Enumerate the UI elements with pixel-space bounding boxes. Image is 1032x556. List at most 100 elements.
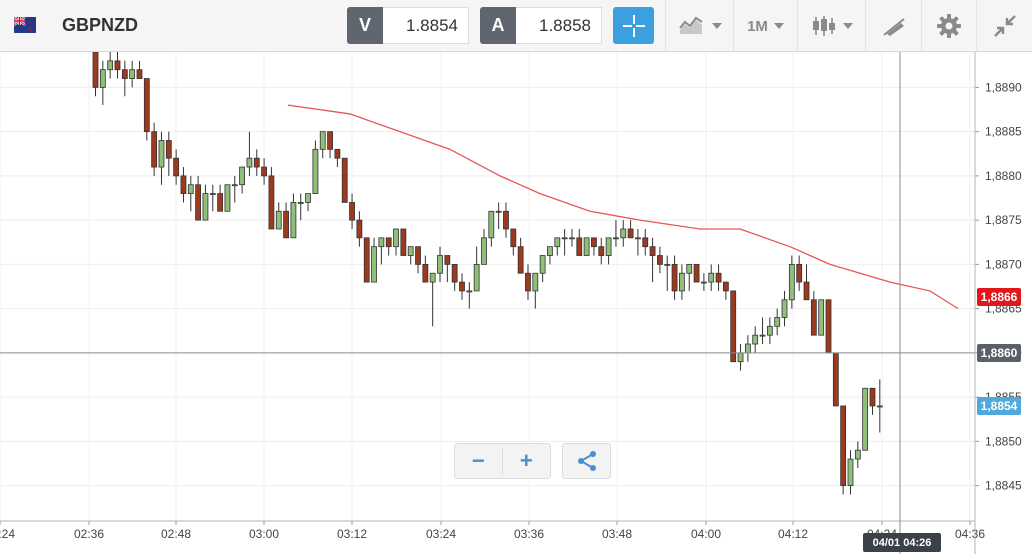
settings-button[interactable]	[921, 0, 976, 52]
candle-down	[173, 157, 180, 177]
candle-down	[143, 78, 150, 133]
candle-up	[158, 140, 165, 168]
bid-price-button[interactable]: V 1.8854	[347, 7, 469, 44]
candle-down	[517, 246, 524, 274]
candle-up	[737, 352, 744, 363]
candle-up	[620, 228, 627, 239]
instrument-symbol[interactable]: GBPNZD	[62, 15, 138, 35]
candle-up	[862, 387, 869, 451]
drawing-tools-button[interactable]	[865, 0, 921, 52]
candle-down	[422, 263, 429, 283]
candle-down	[810, 299, 817, 336]
candle-down	[840, 405, 847, 487]
y-tick-label: 1,8880	[985, 169, 1022, 183]
candle-down	[627, 228, 634, 239]
ask-label: A	[480, 7, 516, 44]
candle-down	[510, 228, 517, 248]
candle-down	[649, 246, 656, 256]
chevron-down-icon	[711, 23, 722, 29]
candle-up	[561, 237, 568, 240]
ask-price-button[interactable]: A 1.8858	[480, 7, 602, 44]
candle-up	[847, 458, 854, 487]
zoom-controls: − +	[454, 443, 551, 479]
candle-down	[671, 263, 678, 292]
candle-down	[576, 237, 583, 256]
chevron-down-icon	[773, 23, 784, 29]
candle-up	[239, 166, 246, 186]
candle-up	[744, 343, 751, 354]
candle-down	[525, 272, 531, 292]
candle-down	[151, 131, 158, 168]
candle-down	[598, 246, 605, 256]
candle-down	[195, 184, 202, 221]
crosshair-price-tag: 1,8860	[977, 343, 1021, 362]
gb-nz-flag-icon	[14, 17, 36, 33]
crosshair-time-tag: 04/01 04:26	[863, 533, 941, 552]
candle-up	[532, 272, 539, 292]
candle-down	[832, 352, 839, 407]
x-tick-label: 03:00	[249, 527, 279, 541]
candle-up	[664, 263, 671, 266]
candle-down	[385, 237, 392, 248]
zoom-out-button[interactable]: −	[455, 448, 503, 474]
collapse-button[interactable]	[976, 0, 1032, 52]
candle-up	[539, 255, 546, 274]
timeframe-label: 1M	[747, 17, 768, 35]
candle-down	[722, 281, 729, 292]
zoom-in-button[interactable]: +	[519, 448, 533, 473]
candle-down	[730, 290, 737, 363]
crosshair-button[interactable]	[613, 7, 654, 44]
x-tick-label: 04:12	[778, 527, 808, 541]
y-tick-label: 1,8870	[985, 257, 1022, 271]
candle-up	[231, 184, 238, 187]
x-tick-label: 03:36	[514, 527, 544, 541]
candle-up	[774, 317, 781, 327]
candle-down	[261, 166, 267, 177]
price-chart[interactable]: 1,88451,88501,88551,88601,88651,88701,88…	[0, 52, 1032, 556]
chart-type-button[interactable]	[665, 0, 733, 52]
x-tick-label: 04:00	[691, 527, 721, 541]
moving-average-price-tag: 1,8866	[977, 288, 1021, 307]
candle-up	[187, 184, 194, 194]
candle-up	[481, 237, 487, 265]
candle-down	[283, 210, 289, 239]
candle-up	[686, 263, 693, 274]
candle-up	[312, 148, 319, 194]
chart-toolbar: GBPNZD V 1.8854 A 1.8858 1M	[0, 0, 1032, 52]
candle-down	[591, 237, 597, 248]
candle-up	[781, 299, 788, 318]
candle-down	[136, 69, 143, 79]
candle-down	[114, 60, 121, 71]
candle-down	[356, 219, 363, 239]
candle-up	[700, 281, 707, 284]
candle-down	[268, 175, 275, 230]
candle-up	[488, 210, 495, 239]
y-tick-label: 1,8875	[985, 213, 1022, 227]
candle-up	[613, 237, 619, 240]
candle-down	[503, 210, 509, 230]
x-tick-label: 02:48	[161, 527, 191, 541]
crosshair-icon	[622, 14, 645, 37]
candlestick-icon	[812, 16, 835, 36]
x-tick-label: 03:12	[337, 527, 367, 541]
drawing-pencil-icon	[882, 18, 905, 36]
timeframe-dropdown[interactable]: 1M	[733, 0, 797, 52]
candle-up	[466, 290, 473, 293]
candle-down	[642, 237, 649, 248]
candle-up	[297, 202, 304, 204]
candle-down	[334, 148, 341, 159]
share-button[interactable]	[562, 443, 611, 479]
candle-style-button[interactable]	[797, 0, 865, 52]
candle-up	[437, 255, 443, 274]
candle-up	[605, 237, 612, 256]
candle-up	[708, 272, 715, 283]
candle-up	[473, 263, 480, 292]
candle-down	[363, 237, 370, 283]
candle-up	[224, 184, 231, 212]
candle-up	[371, 246, 377, 283]
candle-up	[202, 193, 209, 221]
candle-up	[246, 157, 253, 168]
y-tick-label: 1,8885	[985, 125, 1022, 139]
candle-up	[818, 299, 825, 336]
bid-price: 1.8854	[383, 7, 469, 44]
